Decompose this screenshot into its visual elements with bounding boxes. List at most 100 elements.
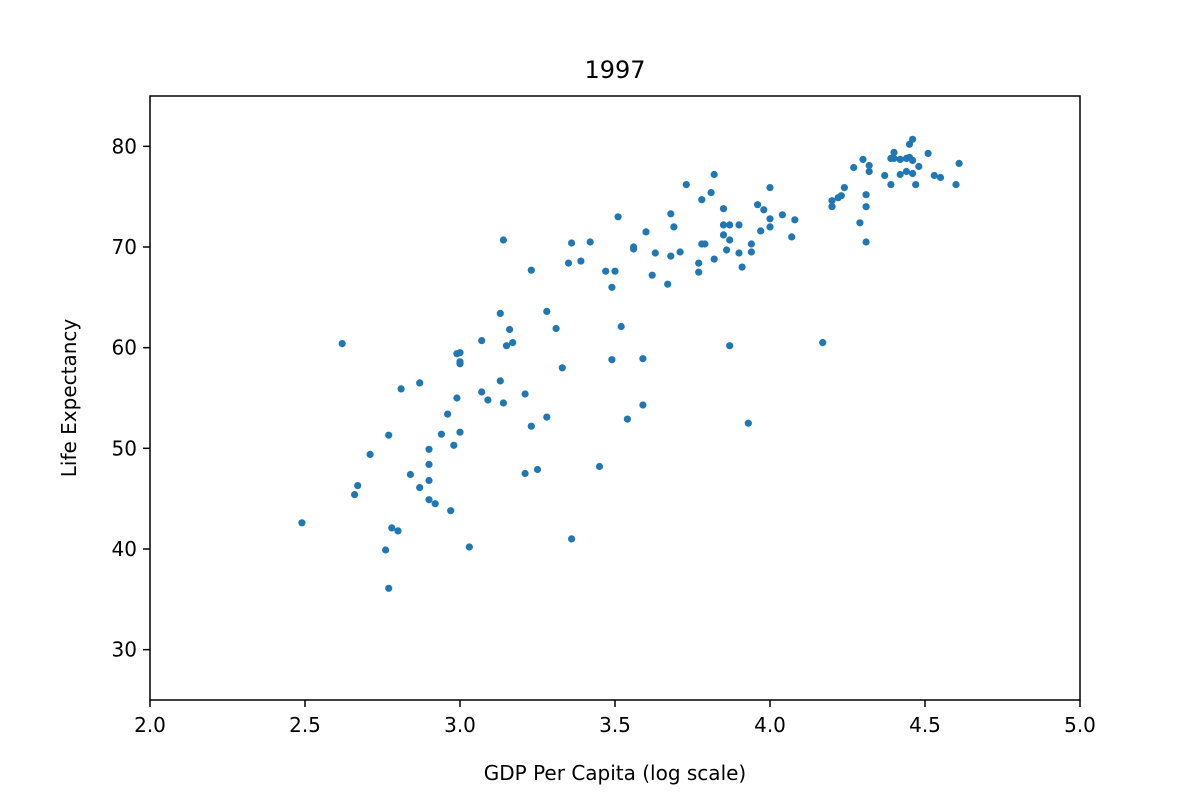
data-point (406, 470, 414, 479)
y-tick-label: 80 (112, 134, 137, 158)
data-point (354, 482, 362, 490)
data-point (664, 280, 672, 288)
data-point (617, 322, 625, 331)
x-tick-label: 5.0 (1064, 713, 1096, 737)
data-point (757, 227, 765, 235)
data-point (719, 205, 728, 213)
data-point (425, 460, 433, 468)
data-point (667, 252, 675, 260)
data-point (509, 339, 517, 347)
data-point (890, 154, 898, 162)
data-point (496, 377, 504, 385)
data-point (385, 431, 393, 439)
data-point (608, 283, 616, 291)
data-point (444, 410, 452, 418)
data-point (298, 519, 306, 527)
data-point (416, 379, 424, 387)
data-point (351, 491, 359, 499)
data-point (909, 169, 917, 178)
x-axis-label: GDP Per Capita (log scale) (484, 761, 746, 785)
data-point (735, 249, 743, 257)
data-point (453, 394, 461, 402)
data-point (695, 259, 703, 267)
data-point (766, 223, 774, 231)
data-point (608, 356, 616, 364)
data-point (552, 324, 560, 333)
x-tick-label: 3.0 (444, 713, 476, 737)
data-point (506, 325, 514, 334)
data-point (865, 161, 873, 170)
data-point (484, 396, 492, 404)
data-point (456, 349, 464, 357)
data-point (602, 267, 610, 275)
data-point (936, 173, 945, 182)
data-point (614, 213, 622, 221)
data-point (698, 196, 706, 204)
data-point (465, 543, 473, 551)
data-point (558, 364, 566, 372)
y-tick-label: 50 (112, 436, 137, 460)
data-point (695, 268, 703, 276)
data-point (431, 500, 439, 508)
data-point (521, 390, 529, 398)
data-point (837, 192, 845, 200)
data-point (648, 271, 656, 279)
data-point (747, 240, 756, 248)
data-point (902, 167, 911, 176)
data-point (881, 171, 889, 180)
data-point (738, 263, 746, 271)
data-point (499, 399, 507, 407)
data-point (382, 546, 390, 554)
data-point (499, 236, 507, 244)
data-point (735, 221, 743, 229)
data-point (710, 170, 718, 179)
data-point (859, 155, 867, 163)
data-point (952, 181, 960, 189)
data-point (639, 401, 647, 409)
data-point (630, 245, 638, 253)
data-point (642, 228, 650, 236)
y-axis-ticks: 30 40 50 60 70 80 (112, 134, 150, 662)
data-point (840, 184, 849, 192)
data-point (450, 441, 458, 449)
data-point (543, 307, 551, 315)
data-point (890, 148, 898, 156)
data-point (676, 248, 684, 256)
data-point (766, 184, 774, 192)
y-tick-label: 30 (112, 638, 137, 662)
x-tick-label: 4.0 (754, 713, 786, 737)
data-point (385, 584, 393, 592)
data-point (788, 233, 796, 241)
data-point (568, 239, 576, 247)
data-point (595, 462, 604, 471)
data-point (896, 155, 904, 163)
data-point (425, 496, 433, 504)
chart-title: 1997 (584, 56, 645, 84)
data-point (496, 309, 504, 317)
data-point (502, 342, 511, 350)
data-point (527, 266, 535, 274)
data-point (726, 221, 734, 229)
data-point (586, 238, 594, 246)
data-point (828, 203, 836, 211)
data-point (478, 337, 486, 345)
x-tick-label: 2.0 (134, 713, 166, 737)
data-point (862, 203, 870, 211)
data-point (856, 219, 864, 227)
data-point (828, 197, 836, 205)
data-point (909, 156, 917, 164)
data-point (577, 257, 585, 265)
data-point (682, 181, 690, 189)
data-point (338, 340, 346, 348)
data-point (909, 135, 917, 143)
data-point (778, 211, 787, 219)
data-point (850, 163, 858, 172)
data-point (915, 162, 923, 171)
data-point (912, 181, 920, 189)
data-point (710, 255, 718, 263)
data-point (564, 259, 573, 267)
data-point (394, 527, 402, 535)
data-point (543, 413, 551, 421)
